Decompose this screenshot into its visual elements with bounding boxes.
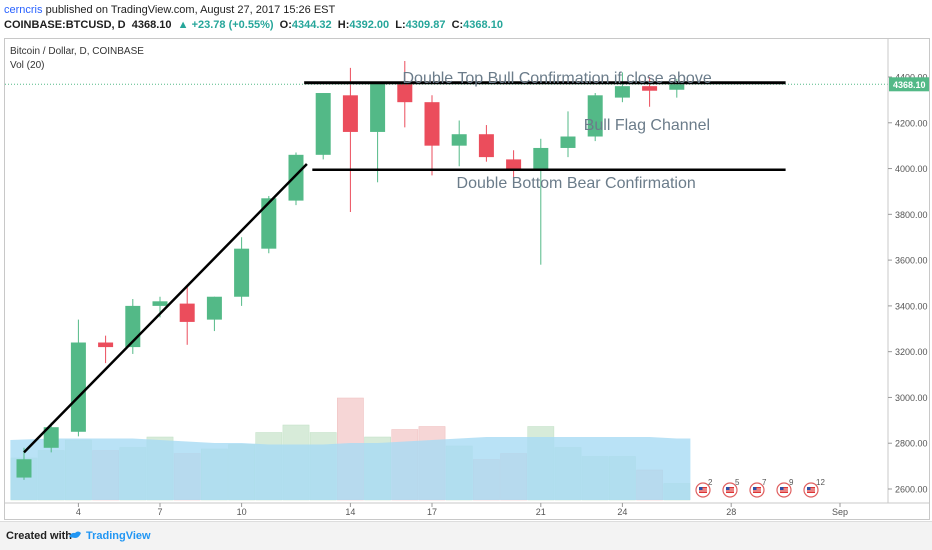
event-count-label: 5 <box>735 478 740 487</box>
low-value: 4309.87 <box>405 19 446 31</box>
price-tick-label: 3200.00 <box>895 347 928 357</box>
close-label: C: <box>451 19 464 31</box>
candle-body <box>669 84 685 90</box>
price-tick-label: 3000.00 <box>895 393 928 403</box>
volume-legend: Vol (20) <box>10 60 45 71</box>
time-tick-label: 7 <box>157 507 162 517</box>
time-tick-label: 21 <box>536 507 546 517</box>
candle-body <box>478 134 494 158</box>
volume-ma-area <box>10 437 691 500</box>
event-flag-canton <box>780 487 784 490</box>
price-tick-label: 2600.00 <box>895 485 928 495</box>
event-flag-canton <box>726 487 730 490</box>
high-value: 4392.00 <box>349 19 390 31</box>
publish-text: published on TradingView.com, August 27,… <box>45 4 336 16</box>
symbol-label: COINBASE:BTCUSD, D <box>4 19 126 31</box>
event-flag-icon: 7 <box>749 478 767 498</box>
candle-body <box>261 198 277 249</box>
volume-layer <box>10 397 691 501</box>
uptrend-line <box>23 163 308 454</box>
price-tick-label: 2800.00 <box>895 439 928 449</box>
candle-body <box>152 301 168 306</box>
candle-body <box>315 93 331 155</box>
event-count-label: 12 <box>816 478 825 487</box>
event-flag-canton <box>807 487 811 490</box>
price-tick-label: 4000.00 <box>895 164 928 174</box>
chart-annotation: Bull Flag Channel <box>584 117 710 134</box>
candle-body <box>397 83 413 103</box>
time-tick-label: 14 <box>345 507 355 517</box>
axis-layer: 2600.00 2800.00 3000.00 3200.00 3400.00 3600.… <box>5 39 929 517</box>
chart-legend-title: Bitcoin / Dollar, D, COINBASE <box>10 46 144 57</box>
high-label: H: <box>337 19 350 31</box>
candle-layer <box>16 60 685 480</box>
time-tick-label: 4 <box>76 507 81 517</box>
time-tick-label: Sep <box>832 507 848 517</box>
event-count-label: 9 <box>789 478 794 487</box>
candle-body <box>70 342 86 432</box>
open-value: 4344.32 <box>291 19 332 31</box>
time-tick-label: 10 <box>237 507 247 517</box>
candle-body <box>16 459 32 478</box>
ohlc-line: COINBASE:BTCUSD, D 4368.10 ▲ +23.78 (+0.… <box>4 19 503 31</box>
event-flag-body <box>780 487 788 493</box>
event-flag-body <box>753 487 761 493</box>
chart-annotation: Double Top Bull Confirmation if close ab… <box>403 70 712 87</box>
candle-body <box>206 296 222 320</box>
chart-annotation: Double Bottom Bear Confirmation <box>457 175 696 192</box>
time-tick-label: 17 <box>427 507 437 517</box>
candle-body <box>506 159 522 171</box>
event-flag-body <box>726 487 734 493</box>
created-with-text: Created with <box>6 530 73 542</box>
author-link[interactable]: cerncris <box>4 4 43 16</box>
candle-body <box>560 136 576 148</box>
event-flag-canton <box>753 487 757 490</box>
price-change: ▲ +23.78 (+0.55%) <box>177 19 274 31</box>
event-flag-icon: 12 <box>803 478 825 498</box>
event-flag-icon: 2 <box>695 478 713 498</box>
event-count-label: 7 <box>762 478 767 487</box>
time-tick-label: 24 <box>617 507 627 517</box>
candle-body <box>424 102 440 146</box>
close-value: 4368.10 <box>463 19 503 31</box>
event-flag-body <box>807 487 815 493</box>
time-tick-label: 28 <box>726 507 736 517</box>
chart-header: cerncris published on TradingView.com, A… <box>0 0 932 38</box>
last-price-badge <box>889 77 929 92</box>
candle-body <box>342 95 358 132</box>
candle-body <box>451 134 467 146</box>
event-flag-canton <box>699 487 703 490</box>
publish-line: cerncris published on TradingView.com, A… <box>4 4 335 16</box>
candle-body <box>642 86 658 91</box>
drawing-layer: Double Top Bull Confirmation if close ab… <box>5 70 888 498</box>
price-tick-label: 4200.00 <box>895 118 928 128</box>
event-flag-icon: 5 <box>722 478 740 498</box>
candle-body <box>288 154 304 201</box>
candle-body <box>370 83 386 132</box>
open-label: O: <box>279 19 292 31</box>
low-label: L: <box>395 19 406 31</box>
candle-body <box>43 427 59 448</box>
tradingview-brand[interactable]: TradingView <box>86 530 151 542</box>
last-price-label: 4368.10 <box>893 80 926 90</box>
candle-body <box>587 95 603 137</box>
event-count-label: 2 <box>708 478 713 487</box>
last-price: 4368.10 <box>131 19 172 31</box>
candle-body <box>614 86 630 98</box>
candle-body <box>234 248 250 297</box>
price-tick-label: 3800.00 <box>895 210 928 220</box>
candle-body <box>533 147 549 171</box>
candle-body <box>179 303 195 322</box>
price-tick-label: 3400.00 <box>895 301 928 311</box>
price-tick-label: 3600.00 <box>895 256 928 266</box>
footer: Created with TradingView <box>0 521 932 550</box>
tradingview-logo-icon <box>69 531 81 538</box>
event-flag-body <box>699 487 707 493</box>
event-flag-icon: 9 <box>776 478 794 498</box>
candle-body <box>98 342 114 348</box>
